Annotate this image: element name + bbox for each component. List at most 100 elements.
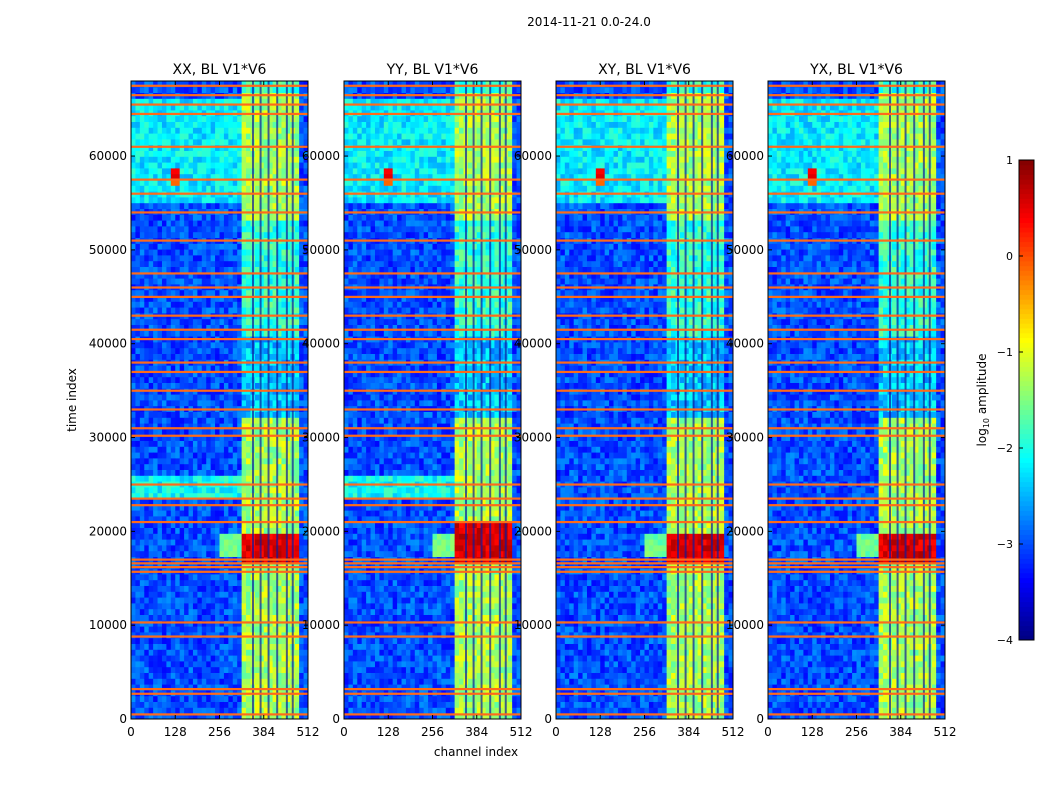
heatmap-cell bbox=[237, 603, 243, 610]
heatmap-cell bbox=[179, 278, 185, 285]
heatmap-cell bbox=[277, 678, 282, 685]
heatmap-cell bbox=[348, 434, 354, 441]
heatmap-cell bbox=[232, 510, 238, 517]
heatmap-cell bbox=[272, 150, 278, 157]
heatmap-cell bbox=[237, 127, 243, 134]
heatmap-cell bbox=[344, 202, 349, 209]
heatmap-cell bbox=[254, 446, 260, 453]
heatmap-cell bbox=[157, 272, 163, 279]
heatmap-cell bbox=[344, 411, 349, 418]
heatmap-cell bbox=[170, 86, 176, 93]
heatmap-cell bbox=[232, 591, 238, 598]
heatmap-cell bbox=[352, 510, 358, 517]
heatmap-cell bbox=[215, 429, 220, 436]
heatmap-cell bbox=[228, 446, 234, 453]
heatmap-cell bbox=[237, 272, 243, 279]
heatmap-cell bbox=[237, 243, 243, 250]
heatmap-cell bbox=[157, 342, 163, 349]
heatmap-cell bbox=[201, 139, 207, 146]
heatmap-cell bbox=[179, 707, 185, 714]
heatmap-cell bbox=[139, 469, 145, 476]
heatmap-cell bbox=[161, 434, 167, 441]
heatmap-cell bbox=[175, 226, 181, 233]
heatmap-cell bbox=[303, 695, 309, 702]
heatmap-cell bbox=[188, 243, 194, 250]
heatmap-cell bbox=[223, 527, 229, 534]
heatmap-cell bbox=[357, 243, 363, 250]
heatmap-cell bbox=[299, 139, 304, 146]
heatmap-cell bbox=[237, 255, 243, 262]
heatmap-cell bbox=[197, 353, 203, 360]
heatmap-cell bbox=[272, 371, 278, 378]
heatmap-cell bbox=[352, 289, 358, 296]
heatmap-cell bbox=[170, 550, 176, 557]
heatmap-cell bbox=[219, 579, 225, 586]
heatmap-cell bbox=[259, 446, 265, 453]
heatmap-cell bbox=[170, 347, 176, 354]
heatmap-cell bbox=[303, 458, 309, 465]
heatmap-cell bbox=[215, 458, 220, 465]
heatmap-cell bbox=[144, 545, 150, 552]
heatmap-cell bbox=[206, 301, 212, 308]
heatmap-cell bbox=[277, 487, 282, 494]
heatmap-cell bbox=[285, 365, 291, 372]
heatmap-cell bbox=[344, 684, 349, 691]
heatmap-cell bbox=[131, 487, 136, 494]
heatmap-cell bbox=[241, 185, 247, 192]
heatmap-cell bbox=[237, 144, 243, 151]
heatmap-cell bbox=[188, 649, 194, 656]
heatmap-cell bbox=[175, 458, 181, 465]
heatmap-cell bbox=[285, 353, 291, 360]
heatmap-cell bbox=[131, 579, 136, 586]
heatmap-cell bbox=[219, 550, 225, 557]
heatmap-cell bbox=[197, 104, 203, 111]
heatmap-cell bbox=[210, 429, 216, 436]
heatmap-cell bbox=[131, 637, 136, 644]
heatmap-cell bbox=[361, 452, 367, 459]
heatmap-cell bbox=[241, 504, 247, 511]
heatmap-cell bbox=[281, 173, 287, 180]
heatmap-cell bbox=[259, 307, 265, 314]
heatmap-cell bbox=[277, 376, 282, 383]
heatmap-cell bbox=[201, 463, 207, 470]
heatmap-cell bbox=[157, 562, 163, 569]
heatmap-cell bbox=[148, 231, 154, 238]
heatmap-cell bbox=[139, 678, 145, 685]
heatmap-cell bbox=[294, 98, 300, 105]
heatmap-cell bbox=[144, 417, 150, 424]
heatmap-cell bbox=[268, 81, 274, 88]
heatmap-cell bbox=[352, 278, 358, 285]
heatmap-cell bbox=[175, 707, 181, 714]
heatmap-cell bbox=[281, 452, 287, 459]
x-tick-label: 256 bbox=[208, 725, 231, 739]
heatmap-cell bbox=[197, 197, 203, 204]
heatmap-cell bbox=[272, 185, 278, 192]
heatmap-cell bbox=[281, 649, 287, 656]
heatmap-cell bbox=[348, 475, 354, 482]
heatmap-cell bbox=[206, 289, 212, 296]
heatmap-cell bbox=[303, 446, 309, 453]
heatmap-cell bbox=[268, 487, 274, 494]
heatmap-cell bbox=[201, 98, 207, 105]
heatmap-cell bbox=[228, 342, 234, 349]
heatmap-cell bbox=[175, 591, 181, 598]
heatmap-cell bbox=[157, 516, 163, 523]
heatmap-cell bbox=[197, 249, 203, 256]
heatmap-cell bbox=[188, 150, 194, 157]
heatmap-cell bbox=[241, 469, 247, 476]
heatmap-cell bbox=[272, 713, 278, 720]
heatmap-cell bbox=[144, 168, 150, 175]
heatmap-cell bbox=[135, 156, 141, 163]
heatmap-cell bbox=[157, 179, 163, 186]
heatmap-cell bbox=[192, 701, 198, 708]
heatmap-cell bbox=[228, 550, 234, 557]
heatmap-cell bbox=[215, 156, 220, 163]
heatmap-cell bbox=[219, 411, 225, 418]
heatmap-cell bbox=[232, 417, 238, 424]
heatmap-cell bbox=[153, 579, 158, 586]
heatmap-cell bbox=[232, 324, 238, 331]
heatmap-cell bbox=[357, 661, 363, 668]
heatmap-cell bbox=[201, 562, 207, 569]
heatmap-cell bbox=[259, 614, 265, 621]
heatmap-cell bbox=[135, 162, 141, 169]
